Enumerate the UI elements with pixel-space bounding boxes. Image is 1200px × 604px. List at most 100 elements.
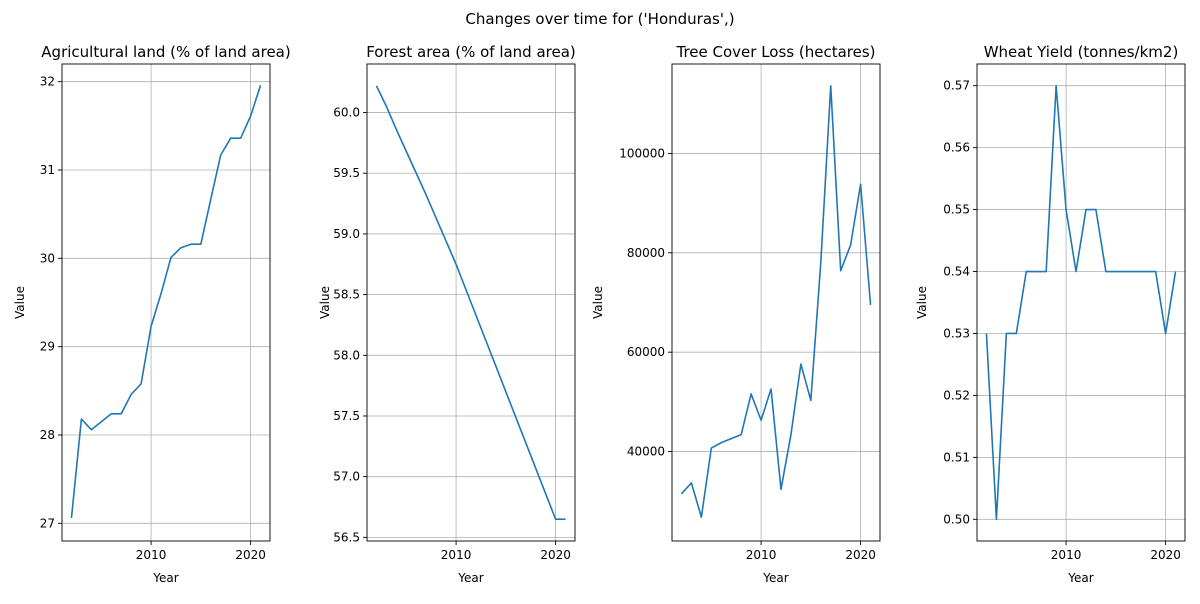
x-tick-label: 2010 bbox=[1051, 548, 1082, 562]
chart-panel-1: 2010 2020 27 28 29 30 31 32 Agricultural land (%… bbox=[13, 43, 291, 585]
data-point bbox=[1035, 271, 1037, 273]
data-point bbox=[475, 314, 477, 316]
figure-title: Changes over time for ('Honduras',) bbox=[465, 10, 734, 28]
data-point bbox=[850, 244, 852, 246]
data-point bbox=[1055, 85, 1057, 87]
y-axis-label: Value bbox=[915, 286, 929, 319]
series-line bbox=[680, 85, 872, 518]
data-point bbox=[525, 442, 527, 444]
y-axis-label: Value bbox=[13, 286, 27, 319]
data-point bbox=[840, 270, 842, 272]
data-point bbox=[760, 419, 762, 421]
y-tick-label: 80000 bbox=[627, 246, 665, 260]
data-point bbox=[91, 429, 93, 431]
data-point bbox=[230, 137, 232, 139]
x-tick-label: 2010 bbox=[746, 548, 777, 562]
data-point bbox=[780, 489, 782, 491]
data-point bbox=[790, 434, 792, 436]
y-tick-label: 31 bbox=[40, 163, 55, 177]
plot-frame bbox=[61, 63, 271, 542]
data-point bbox=[1145, 271, 1147, 273]
data-point bbox=[110, 413, 112, 415]
data-point bbox=[1025, 271, 1027, 273]
plot-frame bbox=[671, 63, 881, 542]
data-point bbox=[810, 400, 812, 402]
data-point bbox=[1006, 333, 1008, 335]
data-point bbox=[1045, 271, 1047, 273]
data-point bbox=[830, 85, 832, 87]
series-line bbox=[985, 84, 1177, 521]
y-tick-label: 57.0 bbox=[333, 470, 360, 484]
data-point bbox=[425, 194, 427, 196]
data-point bbox=[860, 183, 862, 185]
data-point bbox=[505, 391, 507, 393]
x-tick-label: 2020 bbox=[1150, 548, 1181, 562]
y-tick-label: 59.5 bbox=[333, 166, 360, 180]
data-point bbox=[996, 519, 998, 521]
data-point bbox=[435, 217, 437, 219]
data-point bbox=[800, 363, 802, 365]
data-point bbox=[170, 257, 172, 259]
data-point bbox=[445, 240, 447, 242]
data-point bbox=[535, 467, 537, 469]
data-point bbox=[1135, 271, 1137, 273]
x-tick-label: 2020 bbox=[845, 548, 876, 562]
data-point bbox=[495, 365, 497, 367]
data-point bbox=[140, 383, 142, 385]
chart-panel-3: 2010 2020 40000 60000 80000 100000 Tree Cover … bbox=[591, 43, 881, 585]
y-tick-label: 40000 bbox=[627, 445, 665, 459]
y-tick-label: 32 bbox=[40, 75, 55, 89]
chart-panel-2: 2010 2020 56.5 57.0 57.5 58.0 58.5 59.0 59.5 60.0… bbox=[318, 43, 576, 585]
data-point bbox=[1105, 271, 1107, 273]
data-point bbox=[1016, 333, 1018, 335]
data-point bbox=[1165, 333, 1167, 335]
y-axis-label: Value bbox=[318, 286, 332, 319]
y-tick-label: 0.56 bbox=[943, 141, 970, 155]
y-tick-label: 100000 bbox=[619, 146, 665, 160]
data-point bbox=[1065, 209, 1067, 211]
data-point bbox=[1155, 271, 1157, 273]
y-tick-label: 0.53 bbox=[943, 326, 970, 340]
x-tick-label: 2010 bbox=[441, 548, 472, 562]
data-point bbox=[200, 243, 202, 245]
plot-frame bbox=[976, 63, 1186, 542]
x-axis-label: Year bbox=[762, 571, 788, 585]
data-point bbox=[770, 388, 772, 390]
data-point bbox=[720, 442, 722, 444]
y-tick-label: 0.50 bbox=[943, 512, 970, 526]
y-axis-label: Value bbox=[591, 286, 605, 319]
data-point bbox=[396, 129, 398, 131]
panel-title: Tree Cover Loss (hectares) bbox=[675, 43, 875, 61]
data-point bbox=[376, 85, 378, 87]
x-axis-label: Year bbox=[457, 571, 483, 585]
data-point bbox=[81, 418, 83, 420]
y-tick-label: 0.55 bbox=[943, 203, 970, 217]
x-tick-label: 2010 bbox=[136, 548, 167, 562]
data-point bbox=[465, 289, 467, 291]
panel-title: Forest area (% of land area) bbox=[366, 43, 576, 61]
y-tick-label: 58.0 bbox=[333, 348, 360, 362]
data-point bbox=[565, 518, 567, 520]
data-point bbox=[190, 243, 192, 245]
y-tick-label: 57.5 bbox=[333, 409, 360, 423]
data-point bbox=[750, 393, 752, 395]
x-axis-label: Year bbox=[152, 571, 178, 585]
data-point bbox=[1115, 271, 1117, 273]
data-point bbox=[150, 326, 152, 328]
y-tick-label: 60000 bbox=[627, 345, 665, 359]
data-point bbox=[415, 172, 417, 174]
y-tick-label: 60.0 bbox=[333, 106, 360, 120]
y-tick-label: 29 bbox=[40, 340, 55, 354]
x-tick-label: 2020 bbox=[235, 548, 266, 562]
y-tick-label: 59.0 bbox=[333, 227, 360, 241]
y-tick-label: 30 bbox=[40, 251, 55, 265]
data-point bbox=[740, 434, 742, 436]
data-point bbox=[485, 340, 487, 342]
series-line bbox=[375, 85, 566, 520]
data-point bbox=[101, 421, 103, 423]
data-point bbox=[120, 413, 122, 415]
data-point bbox=[1175, 271, 1177, 273]
data-point bbox=[1125, 271, 1127, 273]
